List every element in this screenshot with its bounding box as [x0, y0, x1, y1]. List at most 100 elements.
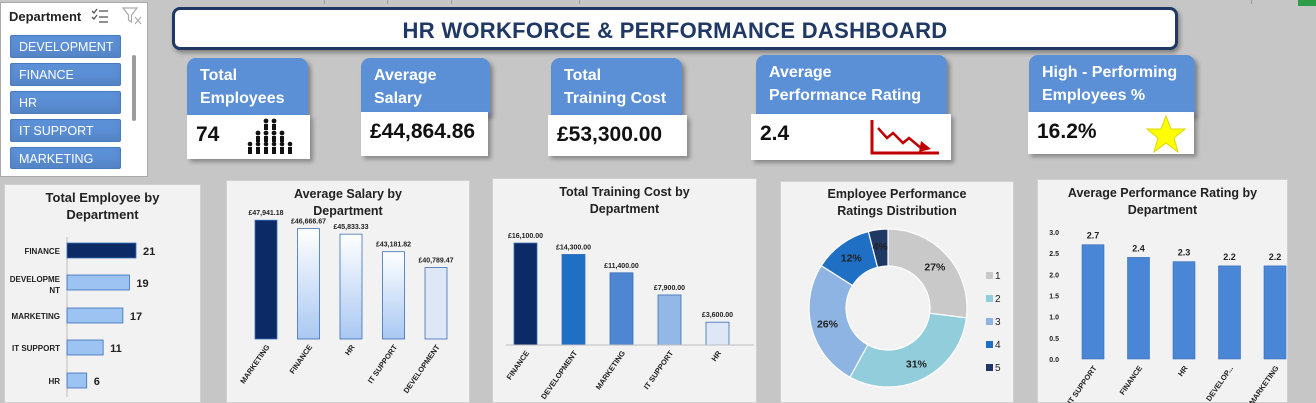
donut-slice	[808, 264, 869, 379]
legend-label: 4	[995, 340, 1001, 351]
bar	[339, 233, 363, 340]
kpi-label-line1: High - Performing	[1042, 64, 1178, 81]
y-tick-label: 1.0	[1049, 315, 1059, 322]
sheet-gridline	[1251, 0, 1252, 4]
category-label: DEVELOPMENT	[402, 343, 442, 395]
category-label: IT SUPPORT	[366, 343, 399, 385]
data-label: £7,900.00	[654, 285, 685, 292]
chart-performance-rating-panel[interactable]: Average Performance Rating by Department…	[1037, 179, 1288, 403]
bar	[561, 254, 586, 346]
category-label: MARKETING	[594, 349, 628, 391]
slice-label: 12%	[841, 252, 863, 264]
chart-total-employee-svg: 21 FINANCE 19 DEVELOPME NT 17 MARKETING 11 IT SU…	[10, 237, 155, 397]
chart-title-line1: Total Training Cost by	[559, 185, 690, 199]
slicer-item-hr[interactable]: HR	[10, 91, 121, 114]
slicer-item-development[interactable]: DEVELOPMENT	[10, 35, 121, 58]
chart-average-salary-svg: £47,941.18 MARKETING £46,666.67 FINANCE £45,…	[238, 210, 453, 395]
chart-title-line1: Total Employee by	[45, 190, 160, 205]
y-tick-label: 0.5	[1049, 336, 1059, 343]
sheet-gridline	[387, 0, 388, 4]
bar	[1127, 257, 1150, 360]
category-label: IT SUPPORT	[642, 349, 675, 391]
category-label: HR	[48, 377, 60, 386]
multi-select-icon[interactable]	[91, 8, 109, 24]
data-label: £3,600.00	[702, 312, 733, 319]
donut-slice	[867, 228, 889, 269]
people-group-icon	[247, 118, 293, 154]
data-label: 2.2	[1223, 252, 1236, 262]
category-label: DEVELOPME	[10, 275, 61, 284]
kpi-total-employees-header: Total Employees	[187, 58, 308, 115]
clear-filter-icon[interactable]	[122, 7, 142, 25]
data-label: 2.2	[1269, 252, 1282, 262]
chart-title-line2: Ratings Distribution	[837, 204, 957, 218]
kpi-label-line1: Average	[769, 64, 832, 81]
bar	[609, 272, 634, 346]
chart-title-line2: Department	[66, 207, 139, 222]
data-label: £45,833.33	[333, 224, 368, 231]
category-label: MARKETING	[238, 343, 272, 385]
kpi-label-line1: Total	[200, 67, 238, 84]
category-label: IT SUPPORT	[1065, 364, 1098, 403]
bar	[424, 267, 448, 340]
chart-total-employee-panel[interactable]: Total Employee by Department 21 FINANCE 19…	[4, 184, 201, 403]
bar	[66, 372, 88, 389]
kpi-training-cost-value: £53,300.00	[557, 123, 663, 146]
selection-marker	[1298, 0, 1316, 6]
y-tick-label: 1.5	[1049, 294, 1059, 301]
slicer-item-marketing[interactable]: MARKETING	[10, 147, 121, 169]
bar	[382, 251, 405, 340]
data-label: 19	[136, 278, 148, 290]
category-label: DEVELOP...	[1204, 364, 1235, 403]
kpi-performance-rating-value: 2.4	[760, 122, 790, 145]
category-label: HR	[343, 343, 357, 358]
slicer-scrollbar[interactable]	[132, 55, 136, 121]
sheet-gridline	[451, 0, 452, 4]
slice-label: 27%	[924, 262, 946, 274]
kpi-performance-rating-value-box: 2.4	[751, 114, 951, 160]
category-label: FINANCE	[1118, 364, 1144, 396]
data-label: £47,941.18	[248, 210, 283, 217]
data-label: 2.7	[1087, 231, 1100, 241]
data-label: 17	[130, 311, 142, 323]
chart-average-salary-panel[interactable]: Average Salary by Department £47,941.18 M…	[226, 180, 470, 403]
chart-training-cost-panel[interactable]: Total Training Cost by Department £16,10…	[492, 178, 757, 403]
y-tick-label: 2.0	[1049, 272, 1059, 279]
department-slicer[interactable]: Department DEVELOPMENT FINANCE HR IT SUP…	[0, 2, 148, 177]
kpi-high-performing-value: 16.2%	[1037, 120, 1097, 143]
bar	[66, 242, 137, 259]
slicer-item-finance[interactable]: FINANCE	[10, 63, 121, 86]
slicer-item-it-support[interactable]: IT SUPPORT	[10, 119, 121, 142]
donut-slice	[887, 228, 968, 319]
bar	[66, 274, 130, 291]
bar	[66, 339, 104, 356]
kpi-average-salary-value: £44,864.86	[370, 120, 476, 143]
chart-ratings-distribution-svg: 27% 31% 26% 12% 4% 1 2 3 4 5	[808, 228, 1001, 388]
category-label: FINANCE	[505, 349, 531, 381]
kpi-average-salary-value-box: £44,864.86	[361, 112, 488, 156]
bar	[705, 321, 730, 346]
slice-label: 26%	[817, 319, 839, 331]
kpi-total-employees-value-box: 74	[187, 115, 310, 159]
category-label: HR	[710, 349, 724, 364]
legend-swatch	[986, 272, 993, 279]
data-label: 2.4	[1132, 243, 1145, 253]
category-label: FINANCE	[24, 247, 60, 256]
bar	[297, 228, 320, 340]
chart-title-line2: Department	[589, 202, 660, 216]
kpi-training-cost-value-box: £53,300.00	[548, 115, 687, 156]
chart-ratings-distribution-panel[interactable]: Employee Performance Ratings Distributio…	[780, 181, 1014, 403]
legend-swatch	[986, 341, 993, 348]
legend-swatch	[986, 295, 993, 302]
chart-title-line2: Department	[1127, 203, 1198, 217]
legend-label: 3	[995, 317, 1001, 328]
kpi-average-salary-header: Average Salary	[361, 58, 490, 115]
chart-title: Average Salary by Department	[227, 186, 469, 220]
kpi-label-line1: Total	[564, 67, 602, 84]
chart-title-line2: Department	[313, 204, 383, 218]
data-label: £16,100.00	[508, 233, 543, 240]
legend-label: 5	[995, 363, 1001, 374]
chart-title: Employee Performance Ratings Distributio…	[781, 186, 1013, 220]
chart-title: Total Training Cost by Department	[493, 184, 756, 218]
category-label: IT SUPPORT	[12, 344, 60, 353]
